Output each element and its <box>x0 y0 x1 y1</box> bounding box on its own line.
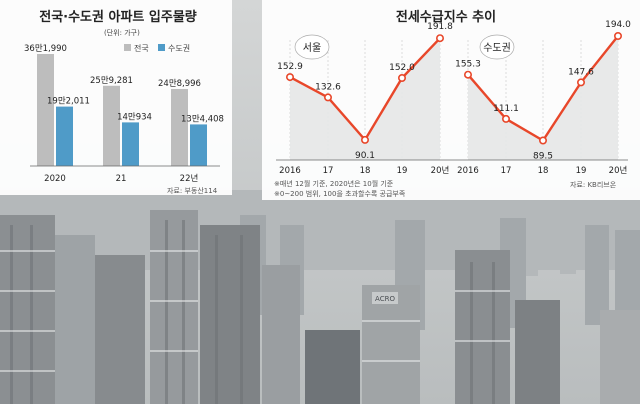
bar-value-label: 19만2,011 <box>47 97 90 107</box>
jeonse-index-panel: 전세수급지수 추이 서울 152.9 132.6 90.1 152.0 191.8 2016… <box>262 0 640 200</box>
line-point-marker <box>436 34 445 43</box>
line-value-label: 194.0 <box>605 20 631 30</box>
bar-legend: 전국 수도권 <box>124 43 190 53</box>
line-point-marker <box>323 93 332 102</box>
line-value-label: 111.1 <box>493 104 519 114</box>
legend-label-capital: 수도권 <box>168 43 190 53</box>
line-point-marker <box>576 78 585 87</box>
bar-category-label: 21 <box>116 174 127 184</box>
left-chart-source: 자료: 부동산114 <box>167 186 218 195</box>
bar-national-2 <box>171 88 188 166</box>
right-chart-note-2: ※0~200 범위, 100을 초과할수록 공급부족 <box>274 189 406 198</box>
bar-value-label: 24만8,996 <box>158 79 201 89</box>
line-point-marker <box>285 73 294 82</box>
line-point-marker <box>613 31 622 40</box>
line-x-tick-label: 17 <box>501 166 512 176</box>
line-value-label: 155.3 <box>455 60 481 70</box>
bar-value-label: 13만4,408 <box>181 114 224 124</box>
bar-capital-2 <box>190 124 207 166</box>
line-value-label: 152.0 <box>389 63 415 73</box>
line-x-tick-label: 19 <box>397 166 408 176</box>
line-point-marker <box>538 136 547 145</box>
legend-swatch-national <box>124 44 131 51</box>
line-x-tick-label: 20년 <box>609 165 628 176</box>
left-chart-title: 전국·수도권 아파트 입주물량 <box>39 9 197 25</box>
right-chart-title: 전세수급지수 추이 <box>396 9 496 25</box>
bar-national-0 <box>37 54 54 166</box>
line-point-marker <box>502 114 511 123</box>
line-point-marker <box>464 70 473 79</box>
line-value-label: 152.9 <box>277 62 303 72</box>
line-area-fill <box>468 36 618 160</box>
bar-value-label: 36만1,990 <box>24 44 67 54</box>
line-x-tick-label: 17 <box>323 166 334 176</box>
line-value-label: 90.1 <box>355 151 375 161</box>
line-x-tick-label: 18 <box>538 166 549 176</box>
legend-swatch-capital <box>158 44 165 51</box>
bar-value-label: 14만934 <box>117 112 152 122</box>
line-x-tick-label: 19 <box>576 166 587 176</box>
line-x-tick-label: 20년 <box>431 165 450 176</box>
bar-category-label: 22년 <box>180 173 199 184</box>
bar-value-label: 25만9,281 <box>90 76 133 86</box>
left-chart-unit: (단위: 가구) <box>104 28 140 37</box>
line-point-marker <box>361 135 370 144</box>
line-x-tick-label: 18 <box>360 166 371 176</box>
bar-national-1 <box>103 85 120 166</box>
line-chart-title: 수도권 <box>483 42 511 54</box>
line-x-tick-label: 2016 <box>457 166 479 176</box>
legend-label-national: 전국 <box>134 43 149 53</box>
line-value-label: 147.6 <box>568 67 594 77</box>
line-chart-title-badge <box>479 34 515 60</box>
line-x-tick-label: 2016 <box>279 166 301 176</box>
line-value-label: 132.6 <box>315 82 341 92</box>
right-chart-source: 자료: KB리브온 <box>570 180 617 189</box>
bar-capital-0 <box>56 106 73 166</box>
housing-supply-panel: 전국·수도권 아파트 입주물량 (단위: 가구) 전국 수도권 36만1,990… <box>0 0 232 195</box>
housing-supply-bar-chart: 전국·수도권 아파트 입주물량 (단위: 가구) 전국 수도권 36만1,990… <box>24 9 224 195</box>
photo-building-sign: ACRO <box>375 295 395 303</box>
line-value-label: 89.5 <box>533 152 553 162</box>
line-area-fill <box>290 38 440 161</box>
bar-category-label: 2020 <box>44 174 66 184</box>
line-point-marker <box>398 74 407 83</box>
line-chart-title: 서울 <box>303 42 321 54</box>
line-chart-title-badge <box>294 34 330 60</box>
right-chart-note-1: ※매년 12월 기준, 2020년은 10월 기준 <box>274 179 394 188</box>
line-value-label: 191.8 <box>427 22 453 32</box>
bar-capital-1 <box>122 122 139 166</box>
